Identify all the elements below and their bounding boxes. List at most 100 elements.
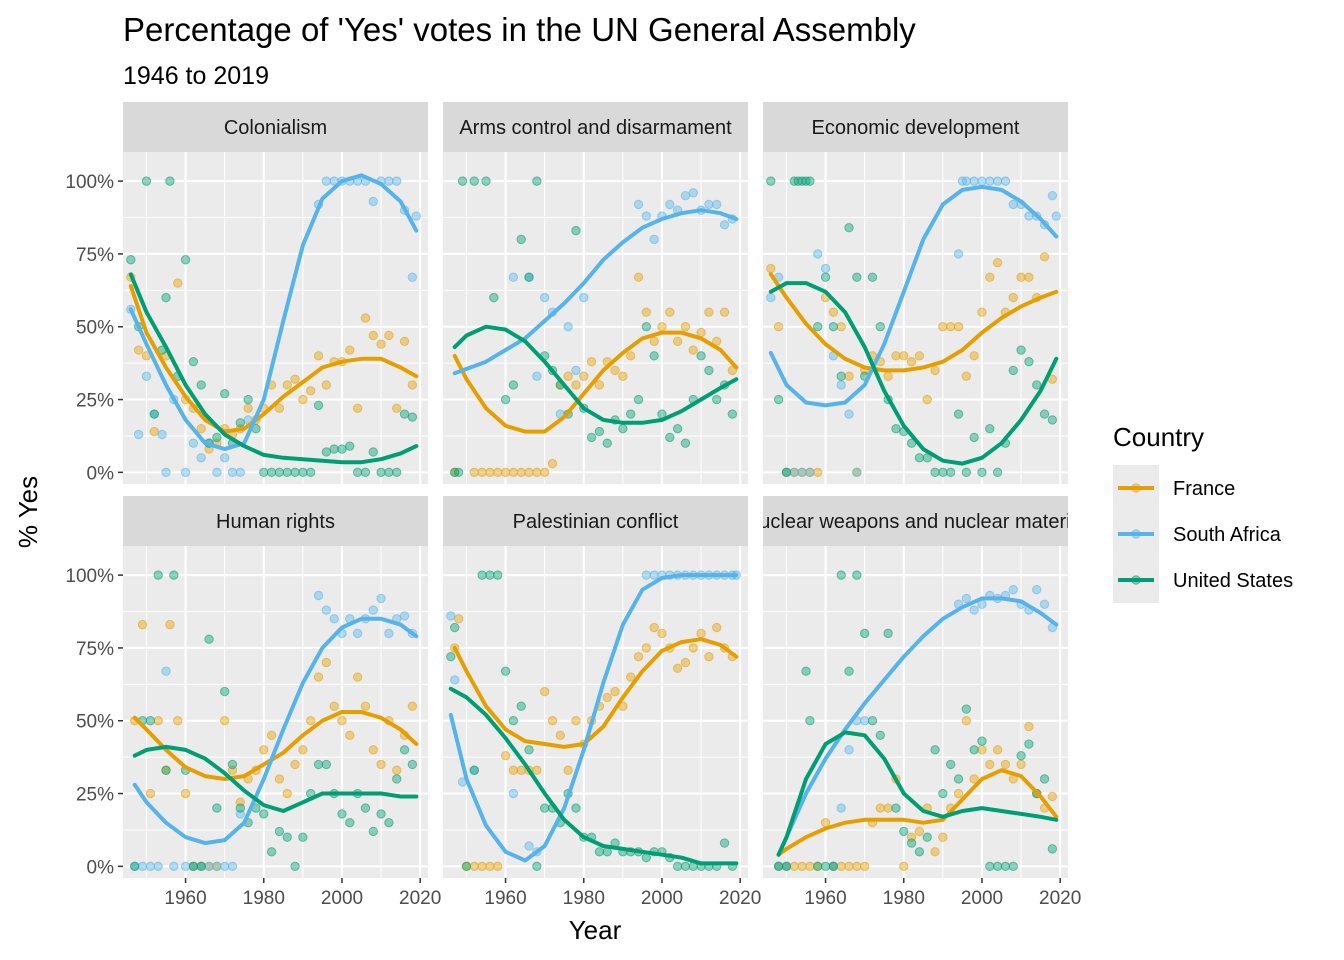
point-france — [805, 861, 815, 872]
y-axis-title: % Yes — [13, 476, 43, 548]
point-france — [859, 861, 870, 872]
panel-background — [123, 546, 428, 878]
point-south-africa — [859, 716, 870, 726]
point-france — [532, 765, 542, 775]
point-united-states — [169, 570, 179, 580]
point-united-states — [161, 765, 171, 775]
point-france — [516, 765, 526, 775]
point-france — [977, 745, 987, 755]
point-france — [1047, 791, 1058, 802]
point-united-states — [1039, 409, 1050, 419]
point-united-states — [891, 803, 901, 813]
point-united-states — [399, 409, 410, 419]
point-united-states — [508, 380, 519, 390]
point-france — [922, 394, 932, 405]
point-united-states — [586, 432, 597, 443]
legend-label-south-africa: South Africa — [1173, 524, 1282, 546]
chart-subtitle: 1946 to 2019 — [123, 62, 269, 90]
point-united-states — [602, 438, 612, 448]
point-united-states — [212, 432, 222, 443]
point-france — [899, 351, 909, 361]
point-france — [259, 745, 269, 755]
point-south-africa — [180, 861, 191, 872]
point-united-states — [781, 861, 792, 872]
point-united-states — [914, 847, 925, 857]
point-france — [953, 322, 964, 332]
point-france — [813, 467, 823, 478]
point-united-states — [977, 736, 987, 746]
point-united-states — [875, 730, 886, 740]
point-france — [688, 345, 698, 355]
point-south-africa — [1047, 190, 1058, 201]
y-tick-label: 100% — [65, 566, 114, 587]
point-south-africa — [961, 593, 972, 604]
point-south-africa — [145, 861, 156, 872]
point-france — [153, 716, 163, 726]
point-united-states — [204, 634, 214, 644]
point-south-africa — [969, 176, 979, 186]
point-united-states — [914, 453, 925, 463]
point-south-africa — [844, 409, 854, 419]
point-south-africa — [641, 211, 652, 221]
point-south-africa — [188, 438, 199, 448]
point-united-states — [781, 467, 792, 478]
point-united-states — [665, 432, 675, 443]
point-south-africa — [321, 605, 332, 615]
x-tick-label: 1980 — [563, 888, 605, 909]
point-united-states — [321, 447, 332, 457]
strip-economic-development — [763, 102, 1068, 152]
smooth-line-france — [452, 330, 739, 434]
point-france — [610, 686, 620, 697]
point-united-states — [977, 467, 987, 478]
point-united-states — [727, 409, 738, 419]
point-france — [985, 759, 995, 770]
point-south-africa — [992, 176, 1003, 186]
point-united-states — [235, 418, 246, 428]
point-united-states — [766, 176, 776, 186]
point-france — [243, 403, 253, 413]
point-france — [360, 313, 371, 323]
point-south-africa — [227, 861, 238, 872]
y-tick-label: 0% — [87, 463, 115, 484]
point-united-states — [836, 371, 846, 381]
point-united-states — [493, 570, 503, 580]
point-united-states — [141, 176, 152, 186]
x-tick-label: 2020 — [399, 888, 441, 909]
point-france — [555, 730, 566, 740]
x-tick-label: 1960 — [804, 888, 846, 909]
y-tick-label: 25% — [76, 785, 114, 806]
point-france — [384, 330, 394, 341]
point-france — [1024, 272, 1034, 282]
point-france — [914, 826, 925, 837]
legend-key-point-south-africa — [1131, 529, 1141, 539]
point-united-states — [625, 409, 636, 419]
point-united-states — [969, 432, 979, 443]
y-tick-label: 0% — [87, 857, 115, 878]
point-united-states — [945, 759, 956, 770]
point-france — [133, 345, 144, 355]
point-france — [508, 765, 519, 775]
point-united-states — [508, 716, 519, 726]
point-france — [977, 307, 987, 317]
point-united-states — [1047, 844, 1058, 854]
point-united-states — [196, 861, 206, 872]
point-united-states — [524, 745, 534, 755]
point-united-states — [641, 322, 652, 332]
point-south-africa — [813, 249, 823, 259]
panel-economic-development: Economic development — [763, 102, 1068, 484]
point-france — [173, 278, 183, 288]
point-france — [305, 716, 316, 726]
point-france — [563, 371, 573, 381]
point-south-africa — [450, 675, 460, 685]
point-france — [376, 759, 386, 770]
point-france — [345, 730, 355, 740]
point-south-africa — [137, 861, 148, 872]
point-france — [345, 345, 355, 355]
point-united-states — [337, 809, 347, 819]
point-united-states — [345, 441, 355, 451]
smooth-line-united-states — [768, 281, 1059, 466]
point-united-states — [773, 394, 784, 405]
point-united-states — [282, 467, 292, 478]
smooth-line-south-africa — [132, 616, 419, 846]
